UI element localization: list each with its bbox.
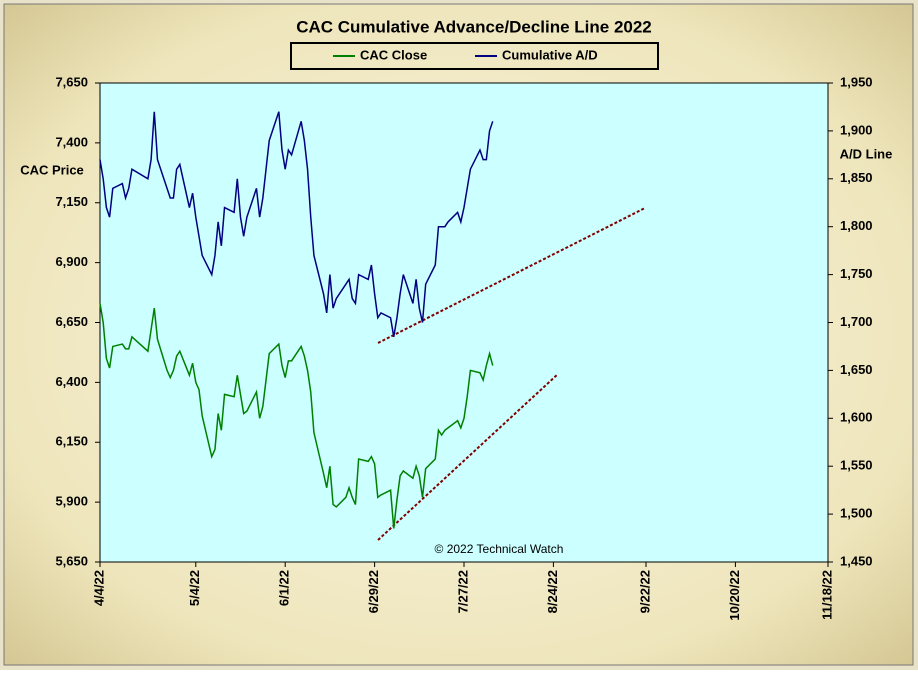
y2-tick-label: 1,950: [840, 74, 873, 89]
x-tick-label: 7/27/22: [455, 570, 470, 613]
x-tick-label: 4/4/22: [91, 570, 106, 606]
y-tick-label: 6,900: [55, 254, 88, 269]
legend-label: Cumulative A/D: [502, 47, 598, 62]
y2-tick-label: 1,900: [840, 122, 873, 137]
series-line: [99, 303, 494, 529]
y-axis-label: CAC Price: [20, 162, 84, 177]
y-tick-label: 6,150: [55, 434, 88, 449]
series-line: [99, 111, 494, 337]
chart-title: CAC Cumulative Advance/Decline Line 2022: [296, 17, 652, 36]
x-tick-label: 5/4/22: [187, 570, 202, 606]
y-tick-label: 6,650: [55, 314, 88, 329]
x-tick-label: 8/24/22: [545, 570, 560, 613]
y-tick-label: 5,900: [55, 494, 88, 509]
x-tick-label: 11/18/22: [819, 570, 834, 620]
y-tick-label: 7,400: [55, 134, 88, 149]
y2-tick-label: 1,500: [840, 506, 873, 521]
y2-tick-label: 1,800: [840, 218, 873, 233]
x-tick-label: 9/22/22: [637, 570, 652, 613]
y2-tick-label: 1,700: [840, 314, 873, 329]
y2-tick-label: 1,450: [840, 553, 873, 568]
y-tick-label: 7,650: [55, 74, 88, 89]
x-tick-label: 10/20/22: [727, 570, 742, 621]
y2-axis-label: A/D Line: [840, 146, 893, 161]
y2-tick-label: 1,600: [840, 410, 873, 425]
legend-box: [290, 42, 659, 70]
plot-area: [99, 82, 829, 563]
copyright-annotation: © 2022 Technical Watch: [435, 542, 564, 556]
legend-label: CAC Close: [360, 47, 427, 62]
y-tick-label: 5,650: [55, 553, 88, 568]
trend-line: [377, 373, 559, 541]
x-tick-label: 6/29/22: [366, 570, 381, 613]
y2-tick-label: 1,550: [840, 458, 873, 473]
y2-tick-label: 1,750: [840, 266, 873, 281]
y-tick-label: 7,150: [55, 194, 88, 209]
y2-tick-label: 1,850: [840, 170, 873, 185]
x-tick-label: 6/1/22: [277, 570, 292, 606]
y-tick-label: 6,400: [55, 374, 88, 389]
y2-tick-label: 1,650: [840, 362, 873, 377]
